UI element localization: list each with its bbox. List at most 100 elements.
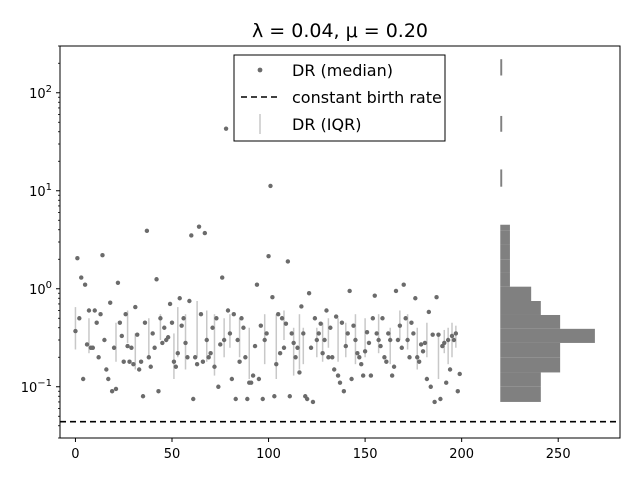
median-point [245,396,250,402]
median-points [73,126,462,405]
median-point [82,282,88,287]
median-point [256,376,262,382]
y-axis-ticks: 10−1 100 101 102 [21,45,60,439]
median-point [94,320,99,325]
median-point [330,355,335,360]
median-point [279,316,285,321]
median-point [391,364,397,369]
histogram-bar [500,286,532,302]
median-point [148,364,153,369]
median-point [297,370,302,375]
median-point [177,296,182,301]
legend: DR (median) constant birth rate DR (IQR) [233,54,446,142]
median-point [449,333,455,339]
median-point [90,345,96,350]
median-point [144,228,150,234]
histogram-bar [500,259,510,273]
histogram-bar [500,224,510,231]
median-point [455,389,460,394]
median-point [299,304,304,309]
median-point [277,351,283,356]
x-axis-ticks: 0 50 100 150 200 250 [71,438,571,462]
median-point [237,359,242,364]
histogram-bar [500,342,561,358]
median-point [289,331,294,336]
median-point [374,331,379,336]
median-point [308,345,314,350]
histogram-bar [500,115,503,132]
median-point [258,323,264,328]
median-point [388,337,393,343]
median-point [204,337,209,343]
median-point [187,298,192,304]
y-tick-label: 10−1 [21,378,52,396]
median-point [357,355,362,360]
y-tick-label: 101 [29,182,52,200]
median-point [355,351,360,356]
median-point [84,342,90,347]
median-point [274,361,279,367]
median-point [210,325,215,330]
median-point [206,355,211,360]
median-point [270,295,275,300]
median-point [335,373,341,378]
median-point [264,331,269,336]
median-point [372,293,377,298]
median-point [384,359,389,364]
median-point [131,361,136,367]
median-point [80,376,86,382]
median-point [109,389,115,394]
median-point [196,224,202,229]
legend-marker-median [257,67,263,73]
median-point [208,351,213,356]
median-point [185,355,190,360]
median-point [438,396,443,402]
median-point [353,337,358,343]
median-point [442,340,447,346]
median-point [73,328,78,334]
median-point [77,316,82,321]
median-point [202,230,208,236]
median-point [306,291,312,296]
median-point [291,340,296,346]
median-point [399,345,404,350]
median-point [326,355,331,360]
median-point [86,308,92,313]
median-point [198,312,204,317]
median-point [347,288,352,294]
median-point [445,337,451,343]
median-point [260,396,265,402]
median-point [146,355,152,360]
legend-box [233,54,446,142]
median-point [175,351,180,356]
median-point [220,275,225,280]
median-point [378,343,383,349]
median-point [349,376,354,382]
median-point [231,312,236,317]
median-point [250,373,256,378]
median-point [451,337,457,343]
median-point [318,321,323,326]
median-point [293,355,298,360]
median-point [189,233,194,238]
median-point [312,316,318,321]
median-point [428,384,433,389]
median-point [415,355,420,360]
median-point [119,333,124,339]
median-point [127,359,132,364]
x-tick-label: 200 [449,447,474,462]
legend-label-constant: constant birth rate [292,88,442,107]
histogram-bar [500,244,510,260]
median-point [191,396,196,402]
median-point [96,355,101,360]
median-point [108,300,113,305]
median-point [254,282,260,287]
y-tick-label: 100 [29,280,52,298]
median-point [223,126,229,131]
median-point [447,367,453,372]
median-point [158,316,163,321]
median-point [301,331,306,336]
median-point [239,316,244,321]
median-point [227,331,233,336]
